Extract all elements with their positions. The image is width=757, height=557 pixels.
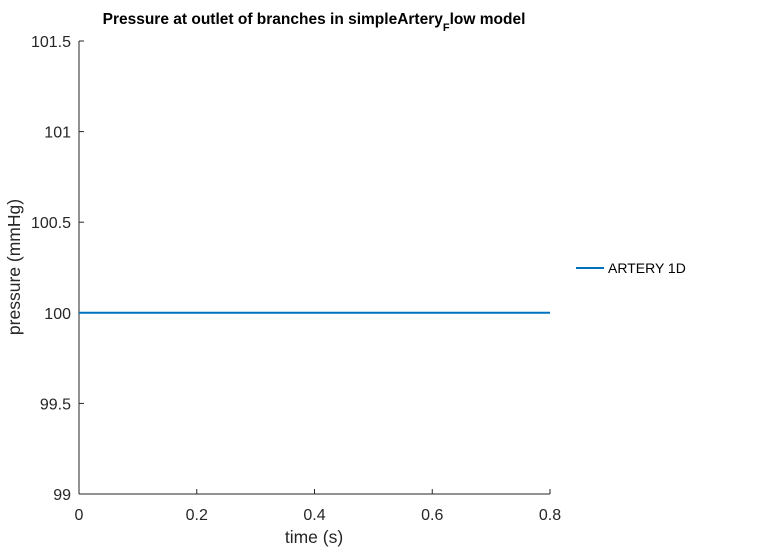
x-tick-label: 0: [75, 507, 84, 524]
y-axis-label: pressure (mmHg): [4, 199, 24, 335]
y-tick-label: 100: [44, 306, 71, 323]
legend: ARTERY 1D: [576, 260, 686, 276]
x-tick-label: 0.2: [186, 507, 208, 524]
y-axis-ticks: 99 99.5 100 100.5 101 101.5: [31, 34, 84, 504]
y-tick-label: 100.5: [31, 215, 71, 232]
x-tick-label: 0.8: [539, 507, 561, 524]
y-tick-label: 99.5: [40, 396, 71, 413]
x-axis-ticks: 0 0.2 0.4 0.6 0.8: [75, 489, 561, 524]
chart-title-main: Pressure at outlet of branches in simple…: [103, 11, 444, 28]
y-tick-label: 101.5: [31, 34, 71, 51]
y-tick-label: 101: [44, 125, 71, 142]
chart-title: Pressure at outlet of branches in simple…: [103, 11, 526, 34]
chart-title-rest: low model: [450, 11, 526, 28]
x-tick-label: 0.6: [421, 507, 443, 524]
legend-label: ARTERY 1D: [608, 260, 686, 276]
x-axis-label: time (s): [285, 527, 343, 547]
y-tick-label: 99: [53, 487, 71, 504]
x-tick-label: 0.4: [303, 507, 325, 524]
chart-title-subscript: F: [443, 22, 450, 34]
